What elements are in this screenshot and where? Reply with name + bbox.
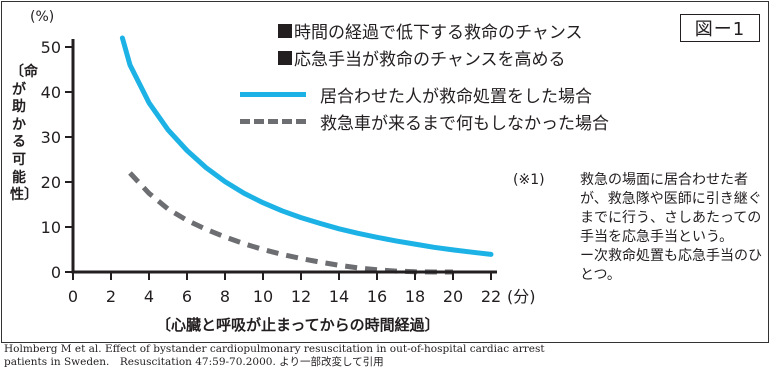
x-tick-label: 8 — [220, 287, 230, 306]
title-line-1: 時間の経過で低下する救命のチャンス — [278, 18, 583, 43]
citation-line-1: Holmberg M et al. Effect of bystander ca… — [4, 343, 545, 355]
series-layer — [119, 35, 494, 275]
x-tick-label: 6 — [182, 287, 192, 306]
title-line-2-text: 応急手当が救命のチャンスを高める — [294, 50, 566, 70]
square-bullet-icon — [278, 23, 292, 38]
no-action-curve — [128, 171, 453, 275]
footnote-mark: (※1) — [513, 172, 545, 188]
x-unit-label: (分) — [507, 287, 536, 306]
figure-number-label: 図ー1 — [680, 14, 760, 42]
y-tick-label: 10 — [41, 218, 61, 237]
y-tick-label: 50 — [41, 38, 61, 57]
legend-item-no-action: 救急車が来るまで何もしなかった場合 — [240, 109, 609, 134]
x-tick-label: 20 — [443, 287, 463, 306]
x-tick-label: 14 — [329, 287, 349, 306]
x-tick-label: 2 — [106, 287, 116, 306]
y-tick-label: 30 — [41, 128, 61, 147]
x-tick-label: 4 — [144, 287, 154, 306]
y-tick-label: 0 — [51, 263, 61, 282]
legend-label-no-action: 救急車が来るまで何もしなかった場合 — [320, 113, 609, 134]
legend-item-bystander: 居合わせた人が救命処置をした場合 — [240, 82, 592, 107]
x-tick-label: 0 — [68, 287, 78, 306]
title-line-1-text: 時間の経過で低下する救命のチャンス — [294, 23, 583, 43]
x-tick-label: 22 — [481, 287, 501, 306]
footnote-text-2: ー次救命処置も応急手当のひとつ。 — [580, 248, 762, 283]
footnote: (※1) 救急の場面に居合わせた者が、救急隊や医師に引き継ぐまでに行う、さしあた… — [513, 171, 763, 285]
title-line-2: 応急手当が救命のチャンスを高める — [278, 45, 566, 70]
x-tick-label: 16 — [367, 287, 387, 306]
y-tick-label: 40 — [41, 83, 61, 102]
bystander-curve — [119, 35, 494, 257]
square-bullet-icon — [278, 50, 292, 65]
x-tick-label: 18 — [405, 287, 425, 306]
citation: Holmberg M et al. Effect of bystander ca… — [4, 343, 768, 369]
legend-solid-line-icon — [240, 91, 306, 97]
x-tick-label: 12 — [291, 287, 311, 306]
legend-dashed-line-icon — [240, 118, 306, 124]
y-tick-label: 20 — [41, 173, 61, 192]
x-axis-title: 〔心臓と呼吸が止まってからの時間経過〕 — [156, 316, 440, 334]
citation-line-2: patients in Sweden. Resuscitation 47:59-… — [4, 356, 384, 368]
footnote-text-1: 救急の場面に居合わせた者が、救急隊や医師に引き継ぐまでに行う、さしあたっての手当… — [580, 172, 762, 245]
axis-layer: 0 10 20 30 40 50 0 2 4 6 8 10 12 14 16 18 20 22 (分) — [41, 38, 536, 306]
y-unit-label: (%) — [30, 9, 55, 25]
x-tick-label: 10 — [253, 287, 273, 306]
y-axis-title: 〔命が助かる可能性〕 — [10, 64, 38, 204]
legend-label-bystander: 居合わせた人が救命処置をした場合 — [320, 86, 592, 107]
